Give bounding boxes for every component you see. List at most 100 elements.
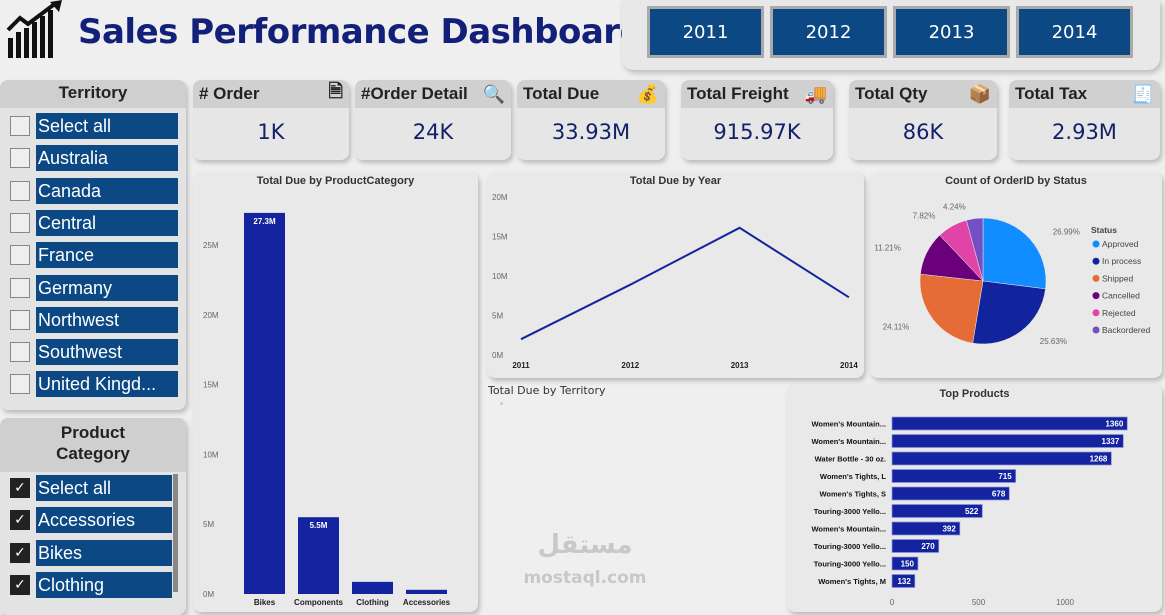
x-tick-label: Components [294,598,343,607]
year-button-2014[interactable]: 2014 [1016,6,1133,58]
kpi-label: Total Tax [1015,84,1088,103]
pie-slice [966,217,984,282]
x-tick-label: 500 [972,598,986,607]
money-bag-icon: 💰 [636,83,659,104]
status-pie-plot: 26.99% Approved 25.63% In process 24.11% Ship… [874,203,1150,346]
y-tick-label: 20M [203,311,219,320]
territory-option[interactable]: Canada [10,177,178,204]
kpi-value: 915.97K [713,120,801,144]
territory-slicer: Territory Select all Australia Canada Centr… [0,80,186,410]
y-tick-label: Water Bottle - 30 oz. [815,455,886,464]
data-label: 715 [998,472,1012,481]
bar [891,521,961,536]
year-line-plot: 0M 5M 10M 15M 20M 2011 2012 2013 2014 [492,193,858,370]
chart-growth-icon [6,0,62,58]
kpi-label: # Order [199,84,260,103]
option-label: Australia [36,145,178,172]
year-line-chart: Total Due by Year [487,172,864,378]
option-label: France [36,242,178,269]
y-tick-label: Touring-3000 Yello... [814,542,886,551]
legend-marker [1092,274,1100,282]
territory-option[interactable]: France [10,242,178,269]
category-option[interactable]: ✓ Select all [10,475,172,501]
category-slicer-title: Product Category [0,418,186,472]
pie-slice [972,280,1046,345]
option-label: Germany [36,274,178,301]
checkbox[interactable] [10,212,30,233]
checkbox[interactable] [10,116,30,136]
territory-option[interactable]: Select all [10,113,178,139]
year-button-2011[interactable]: 2011 [647,6,764,58]
bar [891,574,916,588]
data-label: 132 [897,577,911,586]
bar [891,434,1124,448]
kpi-value: 24K [412,120,454,144]
slice-label: 7.82% [913,212,936,221]
legend-title: Status [1091,225,1117,235]
checkbox[interactable] [10,148,30,169]
legend-label: Approved [1102,239,1139,249]
y-tick-label: 5M [203,520,214,529]
territory-option[interactable]: United Kingd... [10,371,178,398]
y-tick-label: 25M [203,241,219,250]
data-label: 1337 [1102,437,1120,446]
checkbox[interactable] [10,374,30,395]
kpi-card: # Order 🗎 1K [193,80,349,160]
checkbox[interactable] [10,180,30,201]
option-label: Northwest [36,306,178,333]
territory-slicer-title: Territory [0,80,186,108]
category-option[interactable]: ✓ Bikes [10,539,172,566]
checkbox-checked[interactable]: ✓ [10,510,30,531]
y-tick-label: Touring-3000 Yello... [814,560,886,569]
bar [891,469,1017,483]
tax-receipt-icon: 🧾 [1131,83,1154,104]
bar [891,416,1128,431]
scrollbar[interactable] [173,474,178,592]
x-tick-label: 2013 [731,361,749,370]
category-slicer: Product Category ✓ Select all ✓ Accessories… [0,418,186,615]
series-line [520,226,850,341]
data-label: 678 [992,490,1006,499]
data-label: 270 [921,542,935,551]
territory-option[interactable]: Southwest [10,339,178,366]
territory-map-title: Total Due by Territory [488,384,606,397]
legend-label: Cancelled [1102,291,1140,301]
year-button-2012[interactable]: 2012 [770,6,887,58]
checkbox[interactable] [10,342,30,363]
checkbox[interactable] [10,309,30,330]
legend-label: In process [1102,256,1141,266]
y-tick-label: Touring-3000 Yello... [814,507,886,516]
territory-option[interactable]: Australia [10,145,178,172]
data-label: 1360 [1105,420,1123,429]
checkbox[interactable] [10,245,30,266]
checkbox-checked[interactable]: ✓ [10,542,30,563]
year-button-2013[interactable]: 2013 [893,6,1010,58]
checkbox-checked[interactable]: ✓ [10,574,30,595]
kpi-value: 86K [902,120,944,144]
slice-label: 26.99% [1053,227,1080,236]
y-tick-label: Women's Mountain... [811,420,886,429]
y-tick-label: Women's Tights, M [818,577,886,586]
territory-option[interactable]: Northwest [10,306,178,333]
kpi-value: 1K [257,120,285,144]
territory-option[interactable]: Central [10,209,178,236]
document-icon: 🗎 [328,81,343,101]
option-label: Accessories [36,507,172,534]
option-label: Bikes [36,539,172,566]
legend-marker [1092,240,1100,248]
y-tick-label: 15M [492,233,508,242]
option-label: United Kingd... [36,371,178,398]
option-label: Canada [36,177,178,204]
territory-option[interactable]: Germany [10,274,178,301]
category-option[interactable]: ✓ Accessories [10,507,172,534]
slice-label: 25.63% [1040,337,1067,346]
bar [891,539,940,553]
legend-marker [1092,309,1100,317]
x-tick-label: 2014 [840,361,858,370]
category-option[interactable]: ✓ Clothing [10,571,172,598]
x-tick-label: 1000 [1056,598,1074,607]
checkbox-checked[interactable]: ✓ [10,478,30,498]
bar [891,486,1010,501]
checkbox[interactable] [10,277,30,298]
y-tick-label: 15M [203,381,219,390]
